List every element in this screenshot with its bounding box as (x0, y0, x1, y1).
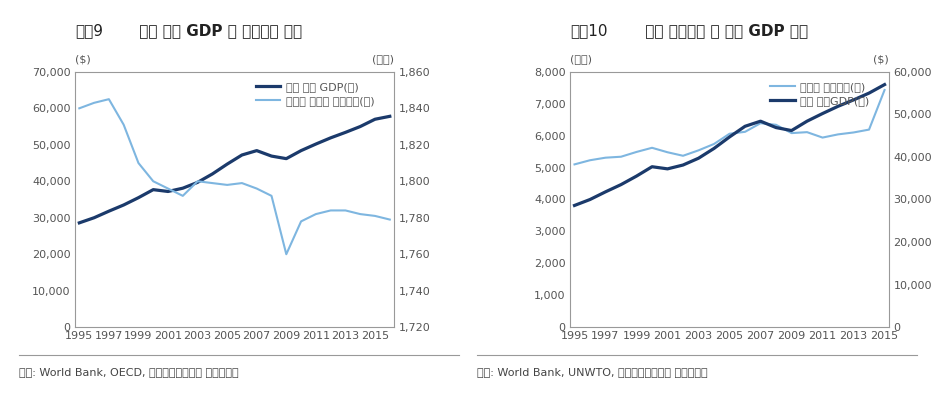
Legend: 미국인 출국자수(좌), 미국 인당GDP(우): 미국인 출국자수(좌), 미국 인당GDP(우) (766, 77, 874, 111)
Text: 자료: World Bank, OECD, 이베스트투자증권 리서치센터: 자료: World Bank, OECD, 이베스트투자증권 리서치센터 (19, 367, 239, 377)
Text: 그림10: 그림10 (570, 24, 607, 39)
Text: ($): ($) (873, 54, 889, 64)
Text: 미국 출국자수 및 인당 GDP 추이: 미국 출국자수 및 인당 GDP 추이 (640, 24, 809, 39)
Text: (시간): (시간) (373, 54, 394, 64)
Legend: 미국 인당 GDP(좌), 미국인 연평균 근무시간(우): 미국 인당 GDP(좌), 미국인 연평균 근무시간(우) (252, 77, 379, 111)
Text: 미국 인당 GDP 및 근무시간 추이: 미국 인당 GDP 및 근무시간 추이 (134, 24, 302, 39)
Text: (만명): (만명) (570, 54, 592, 64)
Text: 그림9: 그림9 (75, 24, 103, 39)
Text: ($): ($) (75, 54, 91, 64)
Text: 자료: World Bank, UNWTO, 이베스트투자증권 리서치센터: 자료: World Bank, UNWTO, 이베스트투자증권 리서치센터 (477, 367, 708, 377)
